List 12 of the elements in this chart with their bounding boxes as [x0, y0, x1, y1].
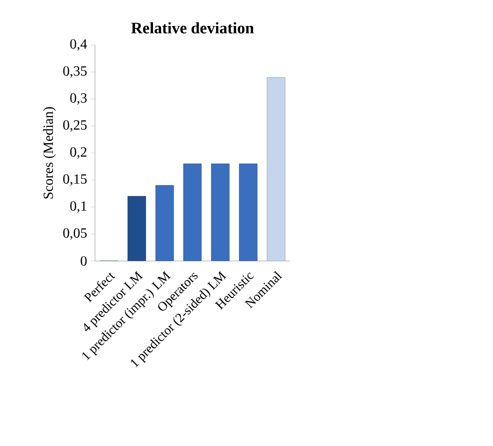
y-tick-label: 0,2 — [70, 147, 86, 159]
y-tick-label: 0,3 — [70, 93, 87, 105]
y-tick-label: 0,25 — [63, 120, 87, 132]
chart-title: Relative deviation — [131, 22, 254, 34]
bar — [128, 196, 146, 261]
y-tick-label: 0,4 — [70, 39, 87, 51]
y-tick-label: 0 — [80, 256, 87, 266]
y-tick-label: 0,15 — [63, 174, 87, 186]
y-tick-label: 0,05 — [63, 228, 87, 240]
y-axis-title: Scores (Median) — [43, 107, 56, 199]
y-tick-label: 0,35 — [63, 66, 87, 78]
y-tick-label: 0,1 — [70, 201, 86, 213]
